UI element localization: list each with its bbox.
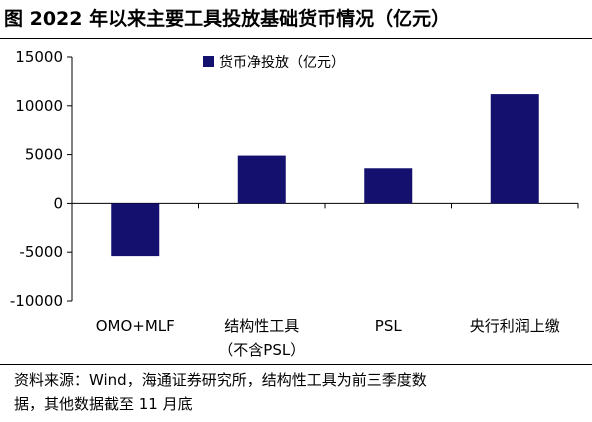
y-tick-label: -10000 [10,292,63,310]
category-label: 央行利润上缴 [470,317,560,335]
source-note-line-1: 资料来源：Wind，海通证券研究所，结构性工具为前三季度数 [14,371,427,389]
category-label: （不含PSL） [218,341,305,359]
bar-1 [111,203,160,257]
y-tick-label: 0 [53,194,63,212]
category-label: 结构性工具 [224,317,299,335]
bar-2 [237,155,286,204]
bar-chart: 15000 10000 5000 0 -5000 -10000 OMO+MLF 结构性工具 （不… [10,48,579,359]
legend-swatch [203,56,214,67]
y-tick-label: 5000 [25,146,63,164]
y-tick-label: -5000 [19,243,63,261]
figure-title: 图 2022 年以来主要工具投放基础货币情况（亿元） [4,8,451,30]
bar-4 [490,94,539,204]
legend-label: 货币净投放（亿元） [219,54,345,71]
category-label: PSL [375,317,403,335]
source-rule [0,364,592,365]
title-rule [0,38,592,39]
source-note: 资料来源：Wind，海通证券研究所，结构性工具为前三季度数 据，其他数据截至 1… [14,368,584,416]
y-tick-label: 15000 [15,48,63,66]
y-tick-label: 10000 [15,97,63,115]
category-label: OMO+MLF [96,317,175,335]
bar-3 [364,168,413,204]
source-note-line-2: 据，其他数据截至 11 月底 [14,395,193,413]
